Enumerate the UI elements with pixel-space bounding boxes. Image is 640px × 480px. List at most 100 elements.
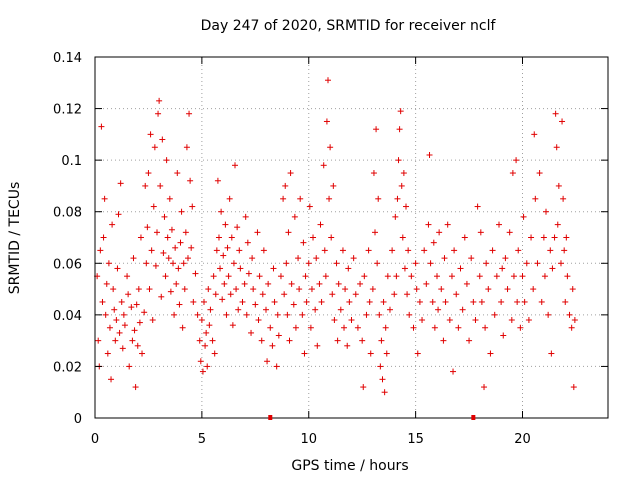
data-point	[228, 234, 235, 241]
y-tick-label: 0.02	[53, 360, 82, 375]
data-point	[124, 273, 131, 280]
x-tick-labels: 0 5 10 15 20	[91, 432, 531, 447]
data-point	[164, 234, 171, 241]
data-point	[237, 265, 244, 272]
data-point	[203, 329, 210, 336]
data-point	[151, 144, 158, 151]
data-point	[220, 252, 227, 259]
data-point	[179, 324, 186, 331]
data-point	[313, 255, 320, 262]
data-point	[153, 229, 160, 236]
data-point	[312, 306, 319, 313]
data-point	[259, 291, 266, 298]
data-point	[230, 260, 237, 267]
data-point	[322, 273, 329, 280]
data-point	[552, 110, 559, 117]
data-point	[258, 337, 265, 344]
data-point	[147, 131, 154, 138]
data-point	[483, 260, 490, 267]
data-point	[241, 280, 248, 287]
data-point	[120, 311, 127, 318]
data-point	[487, 350, 494, 357]
data-point	[515, 247, 522, 254]
data-point	[401, 265, 408, 272]
data-point	[100, 234, 107, 241]
data-point	[553, 144, 560, 151]
data-point	[132, 384, 139, 391]
data-point	[521, 298, 528, 305]
data-point	[375, 195, 382, 202]
data-point	[531, 131, 538, 138]
data-point	[450, 368, 457, 375]
data-point	[236, 247, 243, 254]
data-point	[110, 286, 117, 293]
data-point	[381, 389, 388, 396]
data-point	[360, 384, 367, 391]
data-point	[504, 286, 511, 293]
data-point	[133, 301, 140, 308]
data-point	[419, 317, 426, 324]
data-point	[405, 247, 412, 254]
data-point	[171, 311, 178, 318]
data-point	[198, 317, 205, 324]
data-point	[330, 182, 337, 189]
data-point	[561, 247, 568, 254]
data-point	[548, 350, 555, 357]
data-point	[327, 144, 334, 151]
data-point	[413, 286, 420, 293]
data-point	[223, 311, 230, 318]
data-point	[222, 221, 229, 228]
data-point	[554, 221, 561, 228]
data-point	[125, 291, 132, 298]
data-point	[263, 306, 269, 313]
data-point	[564, 273, 571, 280]
x-tick-label: 10	[300, 432, 317, 447]
data-point	[366, 298, 373, 305]
data-point	[177, 239, 184, 246]
data-point	[382, 324, 389, 331]
chart-title: Day 247 of 2020, SRMTID for receiver ncl…	[201, 18, 497, 34]
data-point	[474, 203, 481, 210]
data-point	[148, 247, 155, 254]
data-point	[283, 260, 290, 267]
data-point	[155, 110, 162, 117]
data-point	[157, 182, 164, 189]
data-point	[242, 213, 249, 220]
data-point	[163, 157, 170, 164]
data-point	[206, 322, 213, 329]
data-point	[446, 317, 453, 324]
data-point	[320, 162, 327, 169]
data-point	[509, 170, 516, 177]
data-point	[569, 286, 576, 293]
data-point	[188, 244, 195, 251]
data-point	[219, 296, 226, 303]
data-point	[463, 280, 470, 287]
data-point	[105, 260, 112, 267]
data-point	[508, 317, 515, 324]
data-point	[345, 265, 352, 272]
data-point	[543, 208, 550, 215]
data-point	[451, 247, 458, 254]
data-point	[384, 273, 391, 280]
data-point	[335, 280, 342, 287]
data-point	[519, 273, 526, 280]
data-point	[142, 182, 149, 189]
data-point	[288, 280, 295, 287]
data-point	[389, 247, 396, 254]
data-point	[379, 376, 386, 383]
data-point	[273, 363, 280, 370]
data-point	[137, 234, 144, 241]
axis-marker	[471, 415, 476, 420]
data-point	[378, 337, 385, 344]
data-point	[369, 286, 376, 293]
data-point	[408, 273, 415, 280]
data-point	[352, 291, 359, 298]
data-point	[201, 298, 208, 305]
data-point	[280, 195, 287, 202]
data-point	[143, 260, 150, 267]
data-point	[98, 123, 105, 130]
data-point	[334, 337, 341, 344]
data-point	[265, 280, 272, 287]
data-point	[337, 306, 344, 313]
